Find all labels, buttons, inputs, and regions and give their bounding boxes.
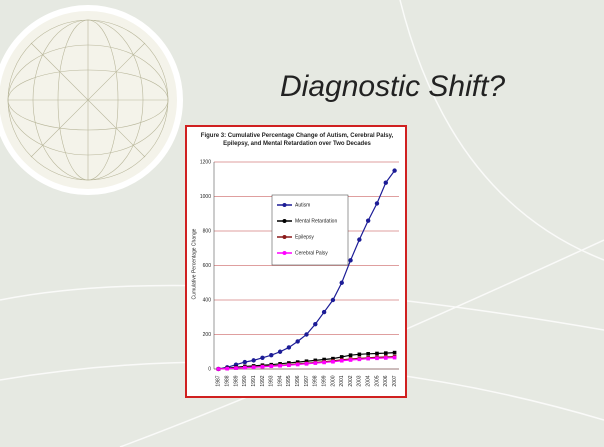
legend-label: Epilepsy — [295, 234, 314, 240]
data-point — [383, 356, 388, 360]
y-tick-label: 600 — [203, 263, 212, 269]
x-tick-label: 2000 — [330, 375, 336, 386]
data-point — [251, 365, 256, 370]
data-point — [339, 355, 344, 359]
data-point — [278, 363, 282, 368]
chart-title: Figure 3: Cumulative Percentage Change o… — [200, 133, 394, 147]
y-tick-label: 400 — [203, 297, 212, 303]
data-point — [383, 180, 388, 185]
data-point — [392, 355, 397, 360]
data-point — [321, 309, 327, 315]
data-point — [357, 237, 362, 242]
x-tick-label: 1997 — [304, 375, 310, 386]
data-point — [313, 361, 318, 365]
x-tick-label: 1988 — [225, 375, 231, 386]
data-point — [260, 364, 265, 369]
x-tick-label: 1995 — [286, 375, 292, 386]
x-tick-label: 2004 — [365, 375, 371, 386]
data-point — [322, 360, 326, 365]
data-point — [260, 355, 265, 360]
x-tick-label: 1992 — [260, 375, 266, 386]
y-tick-label: 0 — [208, 366, 211, 372]
x-tick-label: 1998 — [313, 375, 319, 386]
y-tick-label: 800 — [203, 228, 212, 234]
data-point — [365, 218, 371, 223]
x-tick-label: 2002 — [348, 375, 354, 386]
x-tick-label: 1990 — [242, 375, 248, 386]
data-point — [277, 349, 283, 354]
data-point — [331, 359, 335, 364]
chart-frame: Figure 3: Cumulative Percentage Change o… — [185, 125, 407, 398]
x-tick-label: 2001 — [339, 375, 345, 386]
data-point — [295, 362, 300, 367]
data-point — [313, 321, 318, 327]
data-point — [348, 353, 353, 357]
slide-title: Diagnostic Shift? — [280, 70, 506, 103]
legend-marker — [282, 219, 287, 223]
data-point — [366, 356, 370, 361]
data-point — [348, 258, 353, 263]
data-point — [251, 358, 256, 363]
x-tick-label: 2005 — [374, 375, 380, 386]
x-tick-label: 1989 — [233, 375, 239, 386]
x-tick-label: 1994 — [277, 375, 283, 386]
legend-marker — [282, 203, 287, 207]
data-point — [225, 366, 230, 371]
legend-marker — [282, 235, 287, 239]
data-point — [339, 280, 344, 285]
data-point — [304, 359, 309, 364]
data-point — [313, 358, 318, 363]
data-point — [383, 351, 388, 355]
data-point — [357, 357, 362, 362]
x-tick-label: 2003 — [357, 375, 363, 386]
data-point — [269, 364, 274, 369]
data-point — [295, 339, 300, 344]
legend-label: Autism — [295, 202, 310, 208]
data-point — [348, 358, 353, 362]
data-point — [286, 345, 292, 350]
data-point — [322, 357, 326, 362]
data-point — [339, 358, 344, 363]
x-tick-label: 1987 — [216, 375, 222, 386]
data-point — [216, 367, 221, 371]
data-point — [242, 359, 248, 365]
data-point — [287, 363, 291, 368]
data-point — [374, 201, 380, 206]
data-point — [375, 356, 379, 361]
chart: Cumulative Percentage Change 0 200 400 600 8… — [191, 159, 399, 387]
x-tick-label: 2007 — [392, 375, 398, 386]
x-tick-label: 1993 — [269, 375, 275, 386]
y-tick-label: 1200 — [200, 159, 211, 165]
data-point — [330, 297, 336, 303]
data-point — [357, 352, 362, 357]
y-tick-label: 200 — [203, 332, 212, 338]
data-point — [392, 350, 397, 355]
y-tick-label: 1000 — [200, 194, 211, 200]
data-point — [269, 353, 274, 358]
data-point — [331, 356, 335, 361]
y-axis-label: Cumulative Percentage Change — [191, 228, 197, 299]
x-tick-label: 2006 — [383, 375, 389, 386]
data-point — [234, 366, 238, 370]
x-tick-label: 1991 — [251, 375, 257, 386]
data-point — [304, 332, 309, 337]
data-point — [375, 351, 379, 356]
data-point — [366, 352, 370, 356]
x-tick-label: 1996 — [295, 375, 301, 386]
data-point — [304, 362, 309, 366]
legend-label: Mental Retardation — [295, 218, 337, 224]
data-point — [392, 168, 397, 173]
data-point — [243, 365, 247, 370]
legend-marker — [282, 251, 287, 255]
legend-label: Cerebral Palsy — [295, 250, 328, 256]
x-tick-label: 1999 — [321, 375, 327, 386]
